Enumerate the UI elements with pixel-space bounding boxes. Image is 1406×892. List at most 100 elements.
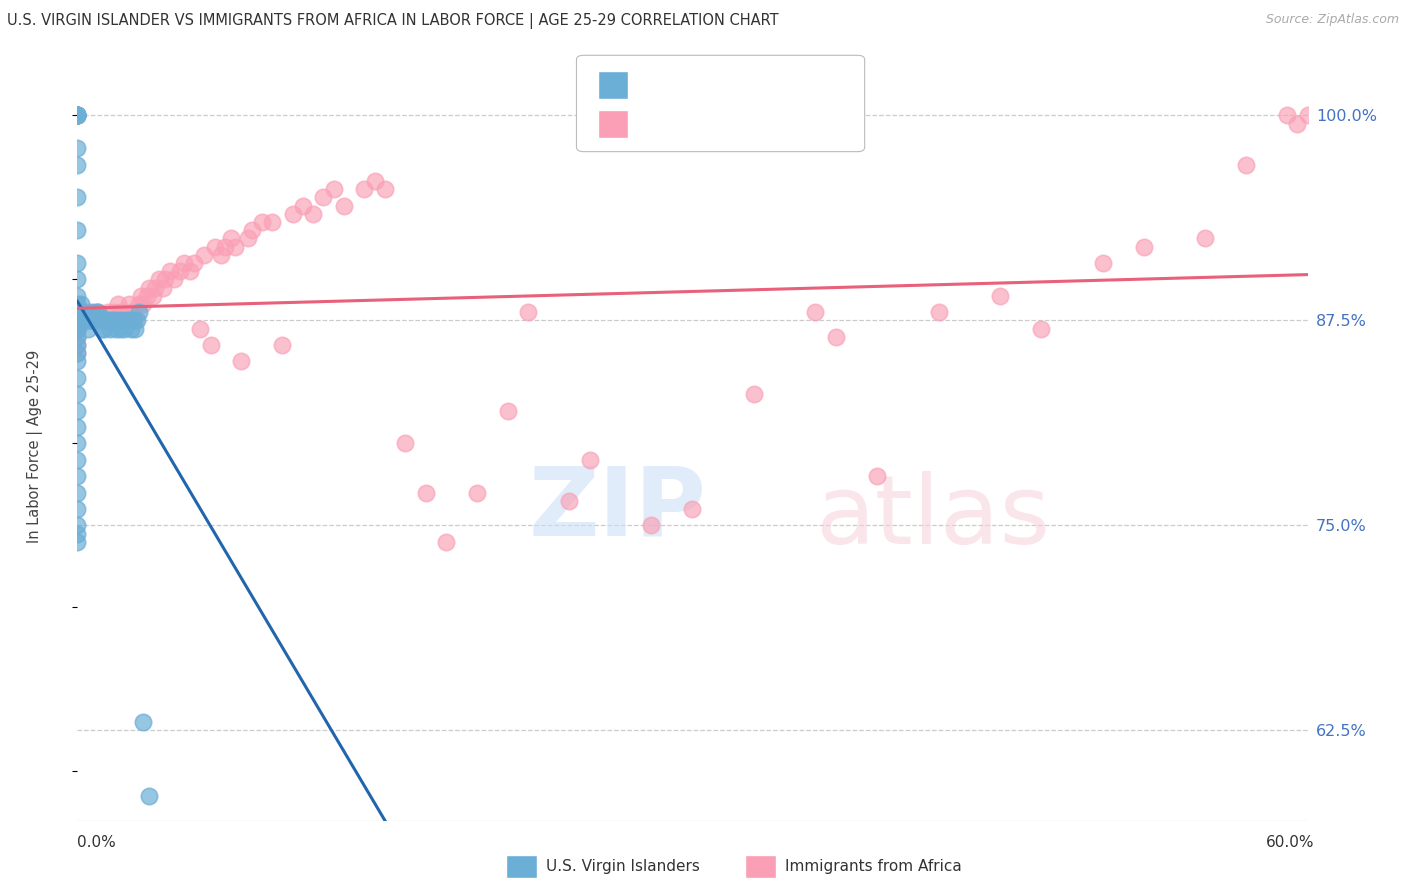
Point	[124, 313, 146, 327]
Point	[1091, 256, 1114, 270]
Point	[1296, 108, 1319, 122]
Point	[94, 313, 117, 327]
Point	[97, 305, 120, 319]
Point	[640, 518, 662, 533]
Point	[682, 502, 704, 516]
Point	[90, 321, 114, 335]
Point	[66, 108, 89, 122]
Point	[804, 305, 827, 319]
Point	[98, 321, 121, 335]
Point	[240, 223, 263, 237]
Text: atlas: atlas	[815, 471, 1050, 564]
Point	[66, 108, 89, 122]
Point	[579, 452, 602, 467]
Text: Immigrants from Africa: Immigrants from Africa	[785, 859, 962, 873]
Text: 72: 72	[792, 75, 815, 94]
Point	[262, 215, 284, 229]
Point	[143, 280, 166, 294]
Point	[742, 387, 765, 401]
Point	[1029, 321, 1052, 335]
Point	[312, 190, 335, 204]
Point	[66, 108, 89, 122]
Point	[66, 502, 89, 516]
Point	[90, 313, 114, 327]
Point	[66, 321, 89, 335]
Text: N =: N =	[741, 75, 780, 94]
Point	[66, 338, 89, 352]
Point	[66, 256, 89, 270]
Point	[66, 518, 89, 533]
Point	[193, 248, 215, 262]
Point	[66, 108, 89, 122]
Point	[114, 305, 136, 319]
Point	[271, 338, 294, 352]
Point	[825, 330, 848, 344]
Point	[72, 305, 94, 319]
Point	[250, 215, 273, 229]
Point	[94, 313, 117, 327]
Point	[97, 313, 120, 327]
Point	[103, 305, 125, 319]
Point	[66, 108, 89, 122]
Point	[76, 321, 98, 335]
Point	[66, 158, 89, 172]
Text: U.S. Virgin Islanders: U.S. Virgin Islanders	[546, 859, 699, 873]
Text: U.S. VIRGIN ISLANDER VS IMMIGRANTS FROM AFRICA IN LABOR FORCE | AGE 25-29 CORREL: U.S. VIRGIN ISLANDER VS IMMIGRANTS FROM …	[7, 13, 779, 29]
Point	[128, 305, 150, 319]
Text: 84: 84	[792, 114, 815, 133]
Point	[66, 387, 89, 401]
Point	[101, 313, 124, 327]
Point	[66, 330, 89, 344]
Point	[928, 305, 950, 319]
Point	[129, 289, 152, 303]
Point	[83, 313, 105, 327]
Point	[66, 354, 89, 368]
Point	[66, 321, 89, 335]
Point	[66, 321, 89, 335]
Point	[66, 321, 89, 335]
Point	[155, 272, 177, 286]
Point	[66, 420, 89, 434]
Point	[66, 330, 89, 344]
Point	[66, 371, 89, 385]
Point	[173, 256, 195, 270]
Point	[169, 264, 191, 278]
Point	[66, 346, 89, 360]
Point	[117, 297, 139, 311]
Point	[66, 223, 89, 237]
Point	[66, 313, 89, 327]
Point	[66, 108, 89, 122]
Point	[101, 313, 124, 327]
Point	[66, 272, 89, 286]
Point	[110, 305, 132, 319]
Point	[66, 141, 89, 155]
Point	[87, 305, 110, 319]
Point	[93, 321, 115, 335]
Point	[204, 239, 226, 253]
Point	[322, 182, 344, 196]
Point	[1286, 117, 1309, 131]
Point	[159, 264, 181, 278]
Point	[89, 313, 111, 327]
Point	[281, 207, 304, 221]
Point	[66, 452, 89, 467]
Point	[1275, 108, 1298, 122]
Point	[353, 182, 375, 196]
Point	[231, 354, 253, 368]
Point	[107, 313, 129, 327]
Point	[200, 338, 222, 352]
Point	[128, 297, 150, 311]
Point	[103, 313, 125, 327]
Point	[66, 289, 89, 303]
Point	[436, 534, 458, 549]
Text: ZIP: ZIP	[529, 463, 706, 556]
Point	[120, 305, 142, 319]
Point	[66, 321, 89, 335]
Point	[87, 305, 110, 319]
Point	[138, 789, 160, 803]
Point	[363, 174, 385, 188]
Point	[866, 469, 889, 483]
Point	[76, 305, 98, 319]
Point	[374, 182, 396, 196]
Point	[558, 493, 581, 508]
